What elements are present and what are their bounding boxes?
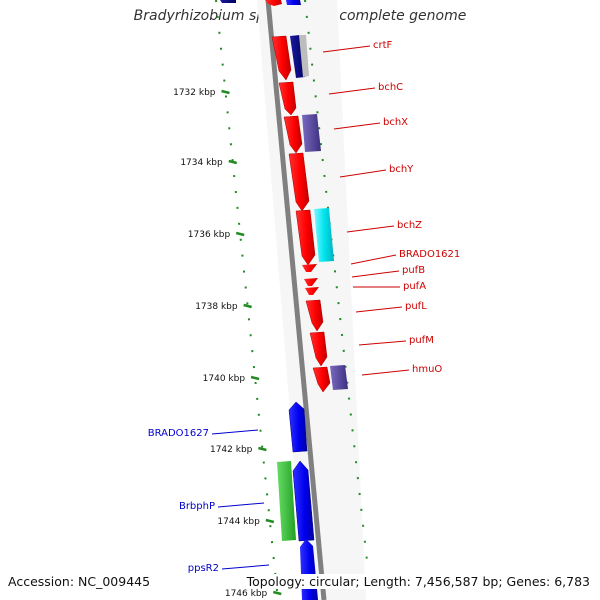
ruler-tick-mark (250, 375, 260, 381)
gene-pufL[interactable] (305, 299, 324, 332)
gene-label-leader (350, 254, 397, 265)
gene-bchZ[interactable] (295, 209, 316, 266)
genes-outer-track (220, 0, 348, 390)
gene-top-red[interactable] (265, 0, 282, 6)
gene-grey-crtF[interactable] (299, 35, 309, 77)
gene-label-bchC[interactable]: bchC (378, 82, 403, 93)
gene-label-leader (333, 122, 381, 130)
gene-label-leader (328, 87, 376, 95)
genes-reverse-strand (265, 0, 331, 393)
ruler-tick-label: 1738 kbp (195, 302, 238, 312)
gene-label-hmuO[interactable]: hmuO (412, 364, 442, 375)
ruler-tick-label: 1746 kbp (225, 589, 268, 599)
gene-pufM[interactable] (309, 331, 328, 367)
ruler-tick-label: 1742 kbp (210, 445, 253, 455)
gene-BRADO1627[interactable] (288, 401, 308, 453)
gene-label-leader (211, 429, 259, 435)
gene-label-leader (358, 340, 407, 346)
gene-cyan-bchZ[interactable] (314, 208, 334, 262)
gene-label-leader (346, 225, 395, 233)
gene-label-leader (217, 502, 265, 508)
gene-label-pufL[interactable]: pufL (405, 301, 427, 312)
gene-pufB[interactable] (304, 278, 318, 286)
ruler-tick-mark (272, 590, 282, 596)
gene-label-BrbphP[interactable]: BrbphP (179, 501, 215, 512)
gene-label-bchX[interactable]: bchX (383, 117, 408, 128)
ruler-tick-label: 1736 kbp (188, 230, 231, 240)
gene-crtF[interactable] (271, 35, 292, 81)
accession-text: Accession: NC_009445 (8, 574, 151, 589)
gene-green-BrbphP[interactable] (277, 461, 296, 541)
gene-label-leader (361, 369, 410, 376)
ruler-tick-mark (265, 518, 275, 524)
gene-bchX[interactable] (283, 115, 303, 154)
gene-blue-top[interactable] (286, 0, 301, 5)
ruler-tick-mark (228, 159, 238, 165)
ruler-ticks: 1732 kbp 1734 kbp 1736 kbp 1738 kbp 1740 kbp… (173, 88, 282, 599)
ruler-tick-label: 1744 kbp (217, 517, 260, 527)
gene-label-bchZ[interactable]: bchZ (397, 220, 422, 231)
gene-label-leader (339, 169, 387, 178)
gene-pufA[interactable] (305, 287, 319, 295)
gene-purple-bchX[interactable] (302, 114, 321, 152)
gene-BRADO1621[interactable] (302, 264, 317, 272)
ruler-tick-label: 1740 kbp (203, 374, 246, 384)
gene-hmuO[interactable] (312, 366, 331, 393)
gene-label-leader (351, 270, 400, 278)
ruler-tick-mark (235, 231, 245, 237)
gene-bchY[interactable] (288, 152, 310, 212)
gene-label-pufA[interactable]: pufA (403, 281, 426, 292)
ruler-tick-mark (243, 303, 252, 309)
gene-label-BRADO1627[interactable]: BRADO1627 (148, 428, 209, 439)
gene-purple-hmuO[interactable] (330, 365, 348, 390)
ruler-tick-mark (221, 89, 230, 95)
gene-label-leader (322, 45, 371, 53)
gene-label-crtF[interactable]: crtF (373, 40, 393, 51)
gene-label-leader (355, 306, 403, 313)
ruler-tick-mark (258, 446, 267, 452)
gene-label-pufB[interactable]: pufB (402, 265, 425, 276)
gene-label-BRADO1621[interactable]: BRADO1621 (399, 249, 460, 260)
gene-label-leader (221, 564, 270, 570)
backbone-line (265, 0, 327, 600)
gene-bchC[interactable] (278, 81, 297, 116)
ruler-tick-label: 1734 kbp (180, 158, 223, 168)
gene-label-pufM[interactable]: pufM (409, 335, 434, 346)
ruler-tick-label: 1732 kbp (173, 88, 216, 98)
topology-text: Topology: circular; Length: 7,456,587 bp… (246, 574, 590, 589)
gene-label-ppsR2[interactable]: ppsR2 (188, 563, 219, 574)
gene-label-bchY[interactable]: bchY (389, 164, 414, 175)
gene-navy-top[interactable] (220, 0, 236, 3)
gene-labels: crtF bchC bchX bchY bchZ BRADO1621 pufB pufA puf… (148, 40, 461, 574)
